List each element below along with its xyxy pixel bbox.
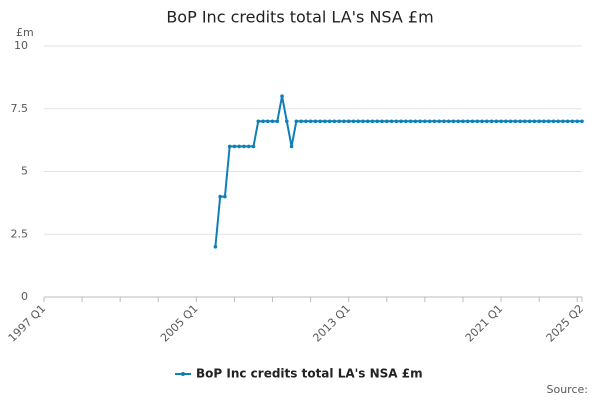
point <box>527 119 532 124</box>
point <box>237 144 242 149</box>
point <box>432 119 437 124</box>
point <box>289 144 294 149</box>
point <box>346 119 351 124</box>
point <box>489 119 494 124</box>
point <box>484 119 489 124</box>
point <box>537 119 541 124</box>
point <box>380 119 384 124</box>
point <box>480 119 484 124</box>
point <box>532 119 537 124</box>
point <box>227 144 232 149</box>
point <box>394 119 399 124</box>
point <box>375 119 380 124</box>
point <box>551 119 556 124</box>
point <box>542 119 546 124</box>
point <box>313 119 318 124</box>
point <box>570 119 575 124</box>
point <box>561 119 565 124</box>
point <box>246 144 251 149</box>
point <box>370 119 375 124</box>
point <box>308 119 313 124</box>
point <box>499 119 503 124</box>
point <box>285 119 289 124</box>
point <box>251 144 256 149</box>
point <box>361 119 365 124</box>
point <box>404 119 408 124</box>
point <box>351 119 356 124</box>
point <box>518 119 522 124</box>
point <box>546 119 551 124</box>
source: Source: <box>547 383 589 396</box>
point <box>446 119 451 124</box>
point <box>242 144 246 149</box>
point <box>256 119 261 124</box>
chart-title: BoP Inc credits total LA's NSA £m <box>166 8 433 27</box>
point <box>470 119 475 124</box>
point <box>332 119 337 124</box>
point <box>232 144 237 149</box>
x-tick-label: 2021 Q1 <box>463 302 506 345</box>
y-tick-label: 2.5 <box>11 227 29 240</box>
point <box>275 119 280 124</box>
y-tick-label: 5 <box>21 165 28 178</box>
point <box>304 119 308 124</box>
point <box>565 119 570 124</box>
point <box>465 119 470 124</box>
point <box>213 245 218 249</box>
point <box>399 119 403 124</box>
point <box>356 119 361 124</box>
y-unit: £m <box>16 26 34 39</box>
point <box>423 119 427 124</box>
point <box>342 119 346 124</box>
point <box>384 119 389 124</box>
legend-text: BoP Inc credits total LA's NSA £m <box>196 367 423 381</box>
point <box>337 119 341 124</box>
x-tick-label: 2005 Q1 <box>158 302 201 345</box>
point <box>456 119 461 124</box>
point <box>461 119 465 124</box>
point <box>270 119 275 124</box>
point <box>280 94 284 98</box>
point <box>327 119 332 124</box>
point <box>427 119 432 124</box>
point <box>218 194 222 199</box>
point <box>494 119 499 124</box>
point <box>299 119 303 124</box>
point <box>365 119 370 124</box>
point <box>556 119 560 124</box>
point <box>504 119 508 124</box>
x-tick-label: 2013 Q1 <box>310 302 353 345</box>
point <box>442 119 446 124</box>
point <box>508 119 513 124</box>
point <box>261 119 265 124</box>
point <box>413 119 418 124</box>
point <box>513 119 518 124</box>
point <box>575 119 580 124</box>
point <box>408 119 413 124</box>
y-tick-label: 7.5 <box>11 102 29 115</box>
point <box>418 119 422 124</box>
x-tick-label: 1997 Q1 <box>6 302 49 345</box>
point <box>323 119 327 124</box>
x-tick-label: 2025 Q2 <box>544 302 587 345</box>
legend-marker <box>181 372 185 376</box>
y-tick-label: 0 <box>21 290 28 303</box>
point <box>223 194 227 199</box>
point <box>523 119 527 124</box>
point <box>294 119 299 124</box>
point <box>318 119 322 124</box>
point <box>437 119 441 124</box>
point <box>389 119 394 124</box>
point <box>451 119 456 124</box>
point <box>265 119 270 124</box>
point <box>475 119 480 124</box>
point <box>580 119 584 124</box>
y-tick-label: 10 <box>14 39 28 52</box>
